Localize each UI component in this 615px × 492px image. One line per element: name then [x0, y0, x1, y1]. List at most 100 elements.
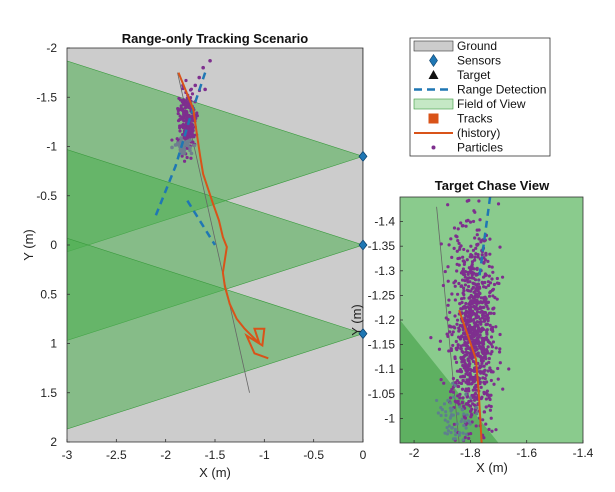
zoom-particle	[448, 310, 452, 315]
zoom-particle	[494, 346, 498, 350]
x-tick-label: -1	[259, 448, 270, 462]
zoom-particle	[460, 387, 465, 391]
zoom-particle	[461, 396, 465, 400]
particle	[197, 75, 202, 80]
zoom-particle-cluster	[443, 418, 447, 422]
zoom-particle	[451, 330, 455, 334]
zoom-particle	[459, 356, 463, 360]
zoom-target-truth-line	[436, 206, 460, 443]
main-chart-title: Range-only Tracking Scenario	[122, 31, 308, 46]
zoom-y-tick-label: -1.1	[374, 362, 395, 376]
zoom-particle	[465, 370, 469, 374]
zoom-particle	[485, 393, 490, 397]
legend-swatch-sensor	[429, 53, 438, 68]
zoom-particle	[456, 256, 460, 261]
legend-swatch-fov	[413, 98, 454, 110]
zoom-y-tick-label: -1.05	[368, 387, 396, 401]
particle-cluster	[179, 136, 183, 140]
particle-cluster	[188, 138, 192, 142]
x-tick-label: 0	[360, 448, 367, 462]
zoom-particle	[487, 356, 491, 361]
zoom-particle	[498, 332, 502, 337]
zoom-particle	[457, 381, 461, 385]
zoom-particle	[462, 366, 466, 370]
zoom-particle	[467, 436, 471, 440]
zoom-particle	[476, 331, 480, 335]
zoom-particle	[429, 336, 433, 340]
zoom-particle	[450, 255, 454, 259]
zoom-particle	[482, 436, 486, 440]
zoom-particle	[446, 265, 450, 269]
zoom-particle-cluster	[445, 432, 450, 436]
zoom-particle	[470, 375, 474, 379]
zoom-particle	[479, 239, 483, 243]
zoom-y-tick-label: -1.2	[374, 313, 395, 327]
zoom-particle-cluster	[452, 395, 456, 399]
zoom-particle	[490, 288, 495, 292]
zoom-particle	[462, 355, 466, 359]
zoom-particle	[476, 253, 480, 257]
zoom-particle	[478, 381, 482, 386]
zoom-particle	[447, 298, 451, 302]
zoom-particle	[481, 418, 485, 422]
zoom-particle	[479, 296, 483, 300]
zoom-particle	[482, 260, 486, 264]
zoom-particle	[463, 283, 468, 287]
zoom-particle	[479, 385, 483, 389]
zoom-particle	[465, 199, 469, 203]
zoom-particle	[484, 300, 488, 304]
zoom-particle	[489, 335, 494, 339]
zoom-particle	[472, 369, 476, 373]
zoom-particle-cluster	[468, 396, 472, 400]
zoom-particle-cluster	[435, 398, 439, 403]
zoom-particle	[466, 382, 470, 386]
zoom-particle	[467, 276, 472, 280]
zoom-particle	[448, 330, 452, 334]
zoom-particle	[492, 282, 497, 287]
zoom-particle-cluster	[448, 416, 452, 420]
zoom-particle	[491, 306, 495, 311]
zoom-particle-cluster	[451, 381, 455, 385]
zoom-particle	[468, 409, 473, 413]
zoom-particle	[466, 346, 471, 351]
zoom-particle	[468, 367, 472, 371]
zoom-particle	[456, 292, 460, 296]
zoom-particle-cluster	[464, 432, 468, 437]
zoom-y-axis-label: Y (m)	[349, 304, 364, 336]
zoom-particle	[458, 247, 462, 251]
zoom-particle	[483, 280, 487, 285]
sensor-marker-2	[358, 239, 368, 251]
zoom-particle	[468, 295, 472, 300]
particle	[181, 115, 185, 120]
zoom-particle	[489, 393, 493, 397]
zoom-particle	[495, 276, 499, 281]
zoom-particle	[457, 263, 461, 267]
zoom-particle	[486, 369, 490, 373]
zoom-particle-cluster	[443, 450, 446, 453]
zoom-particle	[472, 325, 476, 330]
zoom-particle	[490, 265, 494, 269]
zoom-particle	[472, 276, 476, 280]
zoom-particle	[477, 228, 481, 232]
zoom-particle	[448, 390, 453, 394]
zoom-ticks: -2 -1.8 -1.6 -1.4 -1.4 -1.35 -1.3 -1.25 -1.2 -1.1…	[368, 215, 594, 460]
range-detection-line	[154, 72, 207, 216]
zoom-particle	[472, 385, 477, 390]
zoom-particle	[462, 375, 467, 379]
zoom-particle	[485, 389, 489, 393]
zoom-particle	[495, 281, 500, 285]
zoom-particle	[462, 296, 466, 300]
legend-swatch-track	[428, 113, 439, 124]
particle	[180, 154, 184, 158]
zoom-particle	[465, 395, 469, 399]
zoom-particle	[484, 328, 489, 333]
zoom-particle	[477, 199, 481, 203]
zoom-particle-cluster	[456, 412, 460, 416]
legend-swatch-particle	[431, 145, 436, 150]
zoom-particle	[485, 313, 490, 317]
zoom-particle	[461, 328, 465, 332]
zoom-particle	[487, 294, 492, 298]
zoom-particle-cluster	[453, 427, 457, 431]
zoom-particle	[468, 354, 472, 358]
